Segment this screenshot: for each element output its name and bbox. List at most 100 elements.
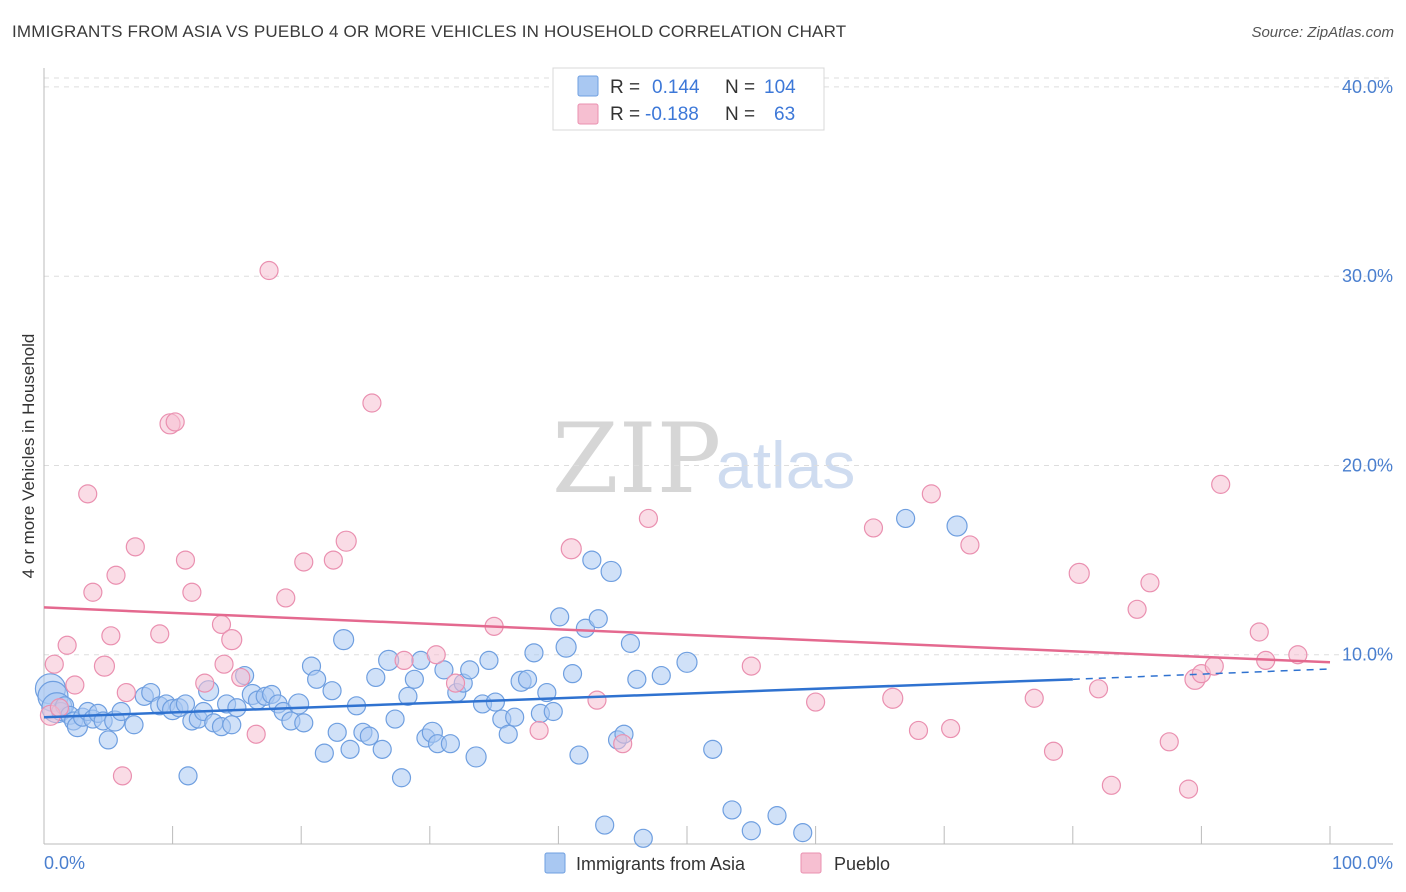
asia-point <box>651 665 671 686</box>
pueblo-point <box>112 766 133 786</box>
asia-point <box>359 726 379 746</box>
pueblo-point <box>259 260 279 281</box>
pueblo-point <box>587 690 607 710</box>
asia-point <box>391 768 412 788</box>
pueblo-point <box>246 724 266 744</box>
legend-swatch-pink <box>577 103 599 125</box>
pueblo-point <box>613 734 633 754</box>
bottom-legend-swatch-pink <box>800 852 822 874</box>
asia-point <box>465 746 487 768</box>
asia-point <box>398 686 418 706</box>
bottom-legend-label-pueblo: Pueblo <box>834 854 890 874</box>
pueblo-point <box>195 673 215 693</box>
y-tick-label-30: 30.0% <box>1342 266 1393 286</box>
asia-point <box>322 681 342 701</box>
asia-point <box>741 821 761 841</box>
x-tick-label-min: 0.0% <box>44 853 85 873</box>
asia-point <box>440 734 460 754</box>
pueblo-point <box>78 484 98 504</box>
bottom-legend-swatch-blue <box>544 852 566 874</box>
pueblo-point <box>276 588 296 608</box>
asia-point <box>575 618 596 638</box>
legend-r-value-1: 0.144 <box>652 77 700 98</box>
asia-point <box>505 707 525 727</box>
asia-point <box>307 669 327 689</box>
asia-point <box>793 823 813 843</box>
asia-point <box>627 669 647 689</box>
pueblo-point <box>231 667 251 688</box>
pueblo-point <box>106 565 126 585</box>
asia-point <box>404 669 424 689</box>
pueblo-point <box>1024 688 1044 708</box>
y-tick-labels: 10.0% 20.0% 30.0% 40.0% <box>1342 77 1393 665</box>
gridlines <box>44 77 1393 656</box>
asia-point <box>178 766 198 786</box>
asia-point <box>946 515 968 537</box>
asia-point <box>722 800 742 820</box>
pueblo-point <box>1159 732 1179 752</box>
asia-point <box>600 560 622 583</box>
pueblo-point <box>65 675 85 695</box>
bottom-legend: Immigrants from Asia Pueblo <box>544 852 890 874</box>
asia-point <box>633 828 653 848</box>
pueblo-point <box>560 538 582 560</box>
pueblo-point <box>1140 573 1160 593</box>
trend-line-asia-dashed <box>1072 668 1331 681</box>
asia-point <box>537 682 557 703</box>
source-label: Source: ZipAtlas.com <box>1251 24 1394 41</box>
asia-point <box>562 664 583 684</box>
pueblo-point <box>882 687 904 709</box>
pueblo-point <box>741 656 761 676</box>
pueblo-point <box>49 698 70 718</box>
pueblo-point <box>426 645 446 665</box>
pueblo-point <box>1178 779 1199 799</box>
asia-point <box>460 660 480 680</box>
pueblo-point <box>165 412 185 432</box>
asia-point <box>767 806 787 826</box>
pueblo-point <box>960 535 980 555</box>
legend-r-label-1: R = <box>610 77 640 98</box>
pueblo-point <box>1068 562 1090 584</box>
series-immigrants-from-asia <box>34 508 968 848</box>
asia-point <box>555 636 577 658</box>
asia-point <box>620 633 641 653</box>
pueblo-point <box>83 582 103 602</box>
pueblo-point <box>294 552 314 572</box>
pueblo-point <box>175 550 196 570</box>
pueblo-point <box>1288 645 1308 665</box>
pueblo-point <box>323 550 343 570</box>
pueblo-point <box>44 654 64 674</box>
asia-point <box>327 722 347 742</box>
asia-point <box>517 669 538 689</box>
pueblo-point <box>182 582 202 602</box>
pueblo-point <box>394 650 414 671</box>
asia-point <box>524 643 544 663</box>
asia-point <box>582 550 602 570</box>
asia-point <box>543 701 563 722</box>
pueblo-point <box>125 537 145 557</box>
pueblo-point <box>362 393 382 413</box>
asia-point <box>434 660 454 680</box>
pueblo-point <box>1211 474 1231 494</box>
asia-point <box>98 730 118 750</box>
legend: R = 0.144 N = 104 R = -0.188 N = 63 <box>552 67 825 131</box>
asia-point <box>550 607 570 627</box>
pueblo-point <box>1249 622 1269 642</box>
asia-point <box>288 693 310 715</box>
asia-point <box>222 715 242 735</box>
asia-point <box>175 694 196 714</box>
pueblo-point <box>214 654 234 674</box>
asia-point <box>124 715 144 735</box>
pueblo-point <box>150 624 170 644</box>
pueblo-point <box>1088 679 1109 699</box>
pueblo-point <box>941 718 961 739</box>
pueblo-point <box>1043 741 1064 761</box>
trend-lines <box>43 606 1331 719</box>
pueblo-point <box>335 530 357 552</box>
pueblo-point <box>116 682 136 703</box>
legend-swatch-blue <box>577 75 599 97</box>
pueblo-point <box>221 628 243 651</box>
pueblo-point <box>1101 775 1121 795</box>
y-tick-label-10: 10.0% <box>1342 645 1393 665</box>
